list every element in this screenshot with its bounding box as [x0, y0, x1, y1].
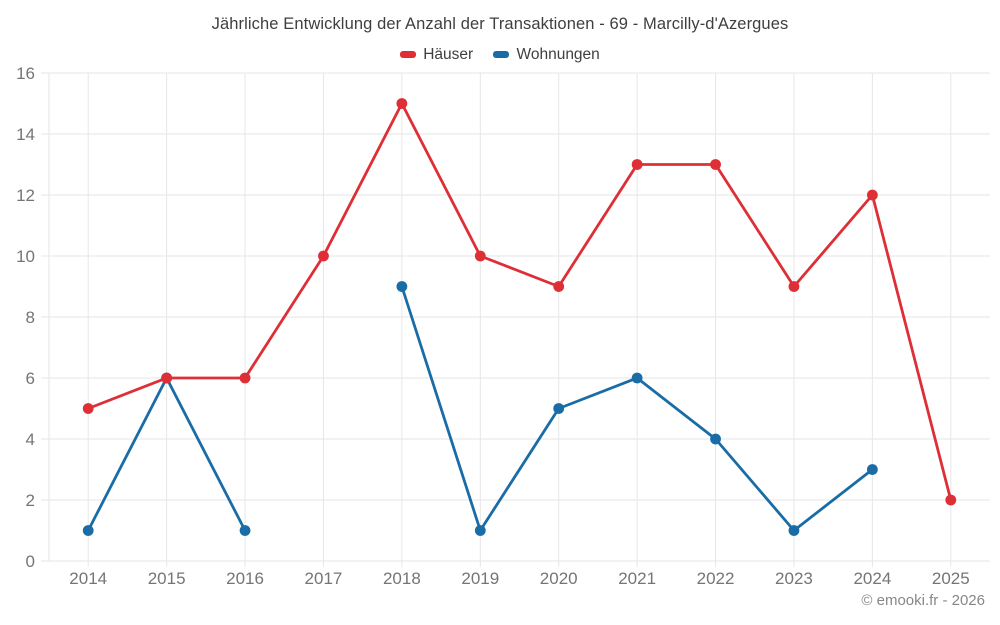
data-point-1	[82, 525, 94, 536]
data-point-0	[318, 250, 329, 262]
y-axis-tick-label: 10	[16, 247, 35, 266]
y-axis-tick-label: 4	[26, 430, 35, 449]
data-point-0	[396, 98, 408, 109]
series-line-0	[86, 102, 953, 502]
legend-label-wohnungen: Wohnungen	[516, 45, 600, 63]
y-axis-tick-label: 0	[26, 552, 35, 571]
y-axis-tick-label: 6	[26, 369, 35, 388]
copyright-footer: © emooki.fr - 2026	[861, 592, 985, 609]
data-point-0	[82, 403, 94, 414]
data-point-0	[710, 159, 721, 170]
legend-swatch-haeuser-icon	[400, 51, 417, 58]
x-axis-tick-label: 2015	[148, 569, 186, 588]
data-point-1	[866, 464, 878, 475]
x-axis-tick-label: 2018	[383, 569, 421, 588]
x-axis-tick-label: 2014	[69, 569, 107, 588]
x-axis-tick-label: 2024	[853, 569, 891, 588]
data-point-0	[788, 281, 800, 292]
legend-swatch-wohnungen-icon	[493, 51, 510, 58]
x-axis-tick-label: 2019	[461, 569, 499, 588]
x-axis-tick-label: 2016	[226, 569, 264, 588]
y-axis-tick-label: 2	[26, 491, 35, 510]
chart-legend: Häuser Wohnungen	[0, 45, 1000, 64]
x-axis-tick-label: 2022	[697, 569, 735, 588]
data-point-1	[474, 525, 486, 536]
data-point-1	[788, 525, 800, 536]
data-point-0	[866, 189, 878, 201]
data-point-0	[161, 372, 173, 384]
x-axis-tick-label: 2017	[305, 569, 343, 588]
x-axis-tick-label: 2023	[775, 569, 813, 588]
legend-label-haeuser: Häuser	[423, 45, 474, 63]
x-axis-tick-label: 2021	[618, 569, 656, 588]
y-axis-tick-label: 16	[16, 64, 35, 83]
data-point-1	[239, 525, 251, 536]
data-point-0	[945, 494, 957, 506]
x-axis-tick-label: 2020	[540, 569, 578, 588]
data-point-1	[396, 281, 408, 292]
data-point-0	[239, 372, 251, 384]
y-axis-tick-label: 8	[26, 308, 35, 327]
data-point-1	[553, 403, 565, 414]
chart-title: Jährliche Entwicklung der Anzahl der Tra…	[211, 15, 789, 33]
y-axis-tick-label: 14	[16, 125, 35, 144]
data-point-1	[710, 433, 721, 445]
data-point-0	[631, 159, 643, 170]
legend-item-haeuser[interactable]: Häuser	[400, 46, 473, 64]
data-point-0	[553, 281, 565, 292]
x-axis-tick-label: 2025	[932, 569, 970, 588]
y-axis-tick-label: 12	[16, 186, 35, 205]
legend-item-wohnungen[interactable]: Wohnungen	[493, 45, 600, 64]
data-point-0	[474, 250, 486, 262]
data-point-1	[631, 372, 643, 384]
